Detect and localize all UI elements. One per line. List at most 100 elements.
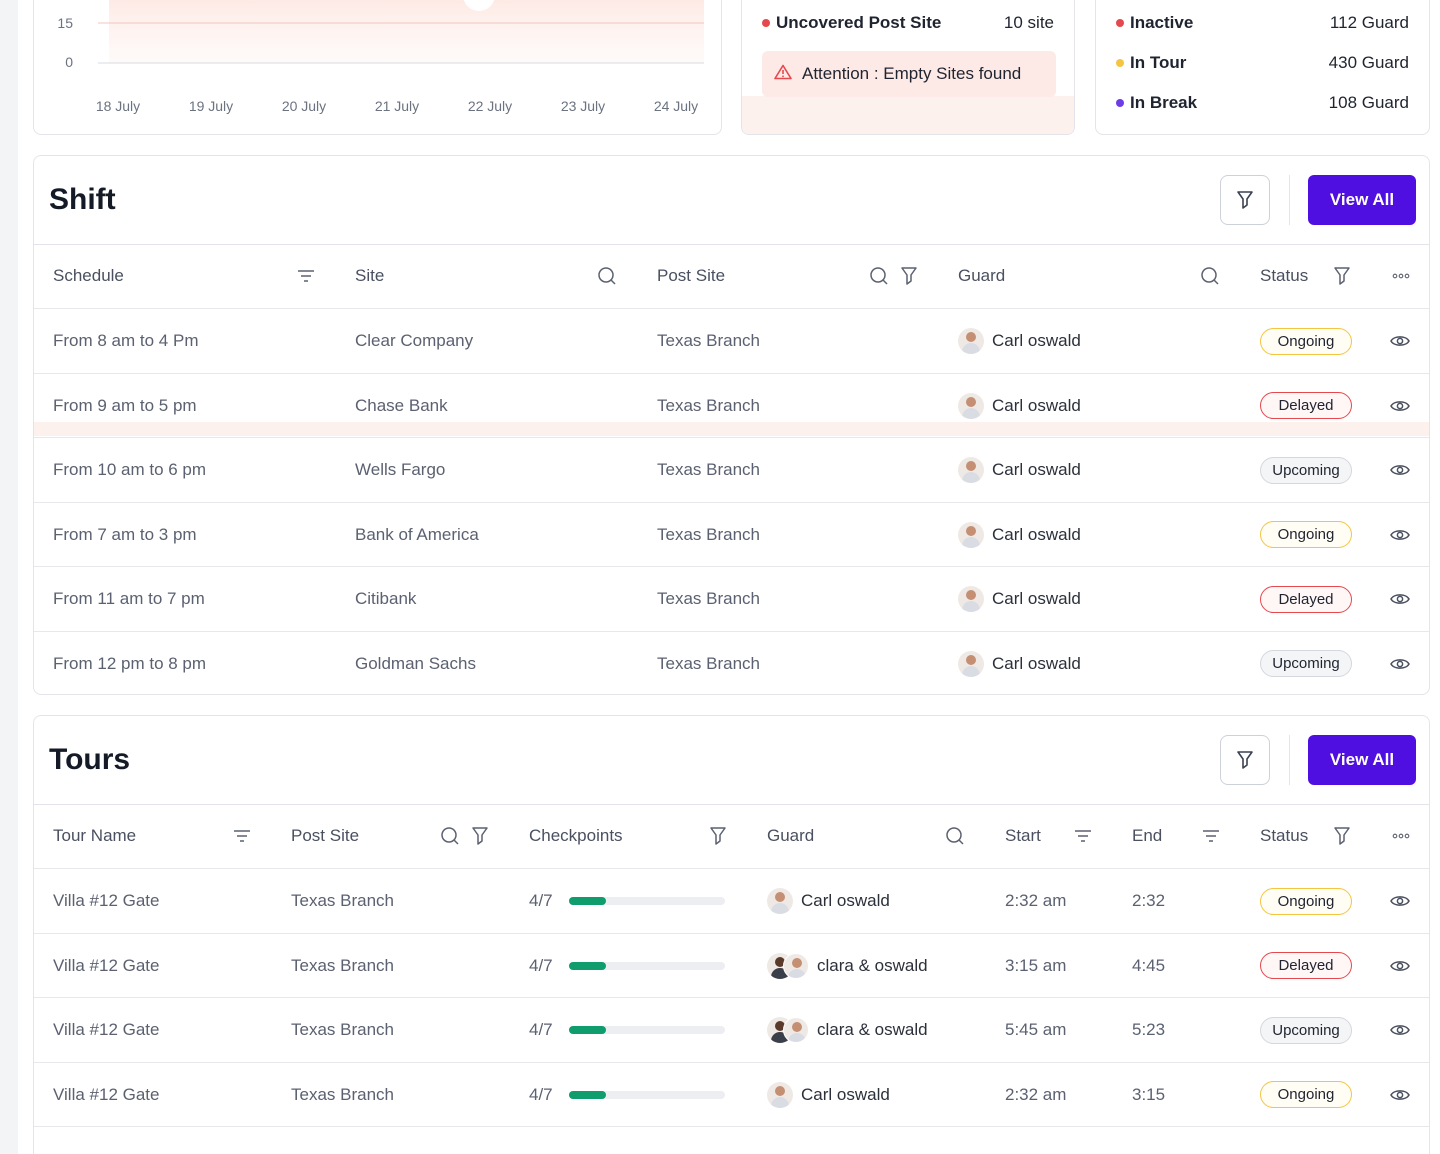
schedule-cell: From 7 am to 3 pm [53,524,197,544]
site-cell: Goldman Sachs [355,653,476,673]
line-chart: 15 0 18 July 19 July 20 July 21 July 22 July 2… [57,0,704,114]
guard-cell: Carl oswald [958,632,1081,695]
table-row[interactable]: Villa #12 Gate Texas Branch 4/7 clara & osw… [34,932,1429,998]
guard-name: Carl oswald [992,331,1081,350]
table-row[interactable]: From 11 am to 7 pm Citibank Texas Branch Ca… [34,566,1429,630]
shift-table-header: Schedule Site Post Site Guard Status [34,244,1429,308]
funnel-icon[interactable] [1332,826,1352,846]
guard-name: Carl oswald [992,589,1081,608]
site-cell: Wells Fargo [355,460,446,479]
eye-icon[interactable] [1389,654,1411,674]
eye-icon[interactable] [1389,956,1411,976]
shift-view-all-button[interactable]: View All [1308,175,1416,225]
x-tick-label: 21 July [375,98,419,114]
search-icon[interactable] [869,266,889,286]
more-options-icon[interactable] [1391,826,1411,846]
column-header-status[interactable]: Status [1260,266,1309,285]
eye-icon[interactable] [1389,460,1411,480]
column-header-site[interactable]: Site [355,266,385,285]
post-site-cell: Texas Branch [291,1084,394,1104]
status-cell: Ongoing [1260,503,1352,567]
x-tick-label: 22 July [468,98,512,114]
chart-point-marker [463,0,495,11]
checkpoints-cell: 4/7 [529,998,725,1062]
search-icon[interactable] [440,826,460,846]
avatar [783,1017,809,1043]
start-cell: 2:32 am [1005,891,1067,910]
avatar [958,392,984,419]
guard-stat-value: 112 Guard [1329,13,1409,32]
tours-view-all-button[interactable]: View All [1308,735,1416,785]
checkpoint-progress-bar [568,1090,725,1099]
table-row[interactable]: Villa #12 Gate Texas Branch 4/7 clara & osw… [34,997,1429,1061]
status-badge: Ongoing [1260,327,1352,355]
funnel-icon [1237,751,1253,769]
eye-icon[interactable] [1389,525,1411,545]
avatar [958,650,984,677]
eye-icon[interactable] [1389,891,1411,911]
more-options-icon[interactable] [1391,266,1411,286]
guard-cell: Carl oswald [958,503,1081,567]
guard-cell: Carl oswald [767,869,890,933]
attention-alert[interactable]: Attention : Empty Sites found [762,51,1056,97]
guard-name: Carl oswald [992,460,1081,479]
column-header-start[interactable]: Start [1005,826,1041,845]
tours-title: Tours [49,743,131,776]
column-header-schedule[interactable]: Schedule [53,266,124,285]
column-header-checkpoints[interactable]: Checkpoints [529,826,623,845]
column-header-end[interactable]: End [1132,826,1163,845]
status-cell: Delayed [1260,934,1352,998]
column-header-guard[interactable]: Guard [767,826,815,845]
eye-icon[interactable] [1389,1020,1411,1040]
funnel-icon[interactable] [470,826,490,846]
sort-lines-icon[interactable] [232,826,252,846]
column-header-status[interactable]: Status [1260,826,1309,845]
table-row[interactable]: Villa #12 Gate Texas Branch 4/7 Carl oswald… [34,868,1429,932]
tour-name-cell: Villa #12 Gate [53,891,160,910]
table-row[interactable]: From 9 am to 5 pm Chase Bank Texas Branch C… [34,372,1429,438]
search-icon[interactable] [945,826,965,846]
table-row[interactable]: Villa #12 Gate Texas Branch 4/7 Carl oswald… [34,1061,1429,1126]
tours-filter-button[interactable] [1220,735,1270,785]
sort-lines-icon[interactable] [1201,826,1221,846]
table-row[interactable]: From 8 am to 4 Pm Clear Company Texas Bran… [34,308,1429,372]
shift-filter-button[interactable] [1220,175,1270,225]
table-row[interactable]: From 10 am to 6 pm Wells Fargo Texas Branc… [34,437,1429,501]
sort-lines-icon[interactable] [1073,826,1093,846]
column-header-guard[interactable]: Guard [958,266,1006,285]
table-row[interactable] [34,1126,1429,1154]
eye-icon[interactable] [1389,589,1411,609]
checkpoints-count: 4/7 [529,955,553,975]
post-site-cell: Texas Branch [291,1020,394,1039]
x-tick-label: 23 July [561,98,605,114]
search-icon[interactable] [1200,266,1220,286]
checkpoint-progress-bar [568,897,725,905]
eye-icon[interactable] [1389,331,1411,351]
column-header-post-site[interactable]: Post Site [291,826,360,845]
table-row[interactable]: From 12 pm to 8 pm Goldman Sachs Texas Bra… [34,630,1429,695]
funnel-icon[interactable] [1332,266,1352,286]
column-header-post-site[interactable]: Post Site [657,266,726,285]
funnel-icon[interactable] [899,266,919,286]
eye-icon[interactable] [1389,396,1411,416]
x-tick-label: 24 July [654,98,698,114]
eye-icon[interactable] [1389,1085,1411,1105]
funnel-icon[interactable] [708,826,728,846]
table-row[interactable]: From 7 am to 3 pm Bank of America Texas Br… [34,501,1429,567]
progress-fill [568,1090,607,1099]
sort-lines-icon[interactable] [296,266,316,286]
y-tick-label: 15 [57,15,73,31]
attendance-chart-card: 15 0 18 July 19 July 20 July 21 July 22 July 2… [33,0,722,135]
search-icon[interactable] [597,266,617,286]
y-tick-label: 0 [65,54,73,70]
chart-area [109,0,704,63]
column-header-tour-name[interactable]: Tour Name [53,826,137,845]
status-badge: Delayed [1260,392,1352,419]
guard-cell: Carl oswald [958,374,1081,438]
progress-fill [568,961,607,970]
tours-table-header: Tour Name Post Site Checkpoints Guard St… [34,804,1429,868]
progress-fill [568,897,607,905]
status-badge: Upcoming [1260,1016,1352,1044]
avatar [767,888,793,914]
avatar [767,1081,793,1108]
